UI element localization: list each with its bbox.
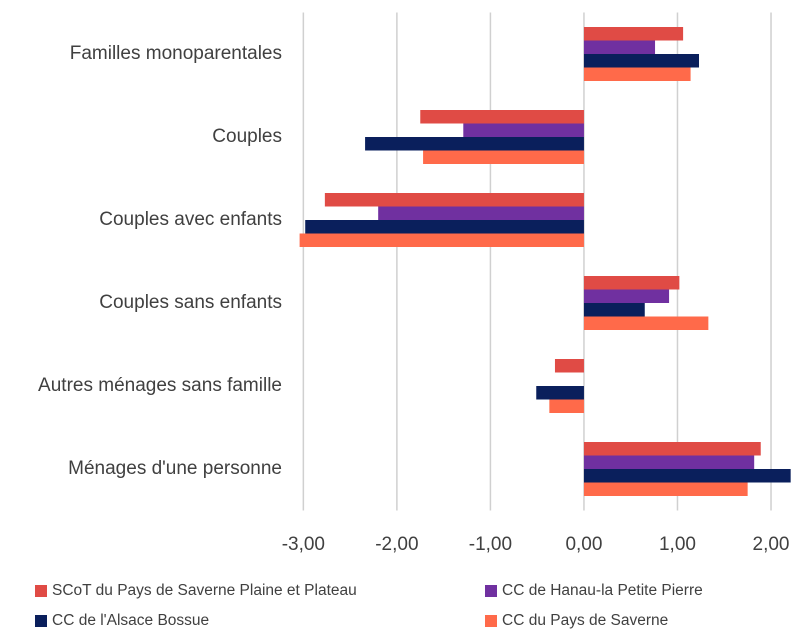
y-tick-label: Ménages d'une personne <box>68 458 282 479</box>
legend-label: CC du Pays de Saverne <box>502 612 668 629</box>
bar <box>463 123 584 137</box>
bar <box>583 316 709 330</box>
bar <box>305 220 584 234</box>
x-tick-label: -3,00 <box>282 534 325 555</box>
x-tick-label: 1,00 <box>659 534 696 555</box>
x-tick-label: 0,00 <box>565 534 602 555</box>
bar <box>583 27 684 41</box>
bar <box>583 442 761 456</box>
bar <box>583 67 691 81</box>
x-tick-label: -1,00 <box>469 534 512 555</box>
bar <box>536 386 584 400</box>
bar <box>378 206 584 220</box>
legend-swatch <box>35 615 47 627</box>
y-tick-label: Couples <box>212 126 282 147</box>
x-tick-label: 2,00 <box>753 534 790 555</box>
bar <box>583 455 755 469</box>
bar <box>583 54 700 68</box>
bar <box>549 399 584 413</box>
bar <box>324 193 584 207</box>
y-tick-label: Familles monoparentales <box>70 43 282 64</box>
y-tick-label: Couples avec enfants <box>99 209 282 230</box>
legend-label: CC de l'Alsace Bossue <box>52 612 209 629</box>
legend-swatch <box>485 615 497 627</box>
bar <box>299 233 584 247</box>
bar <box>583 482 748 496</box>
legend-swatch <box>485 585 497 597</box>
legend-label: SCoT du Pays de Saverne Plaine et Platea… <box>52 582 357 599</box>
bar <box>583 469 791 483</box>
bar <box>583 276 680 290</box>
y-tick-label: Autres ménages sans famille <box>38 375 282 396</box>
bar <box>423 150 584 164</box>
bar <box>583 289 670 303</box>
x-tick-label: -2,00 <box>375 534 418 555</box>
bar <box>420 110 584 124</box>
legend-label: CC de Hanau-la Petite Pierre <box>502 582 703 599</box>
bar <box>365 137 584 151</box>
bar <box>583 40 656 54</box>
bar <box>583 303 645 317</box>
legend-swatch <box>35 585 47 597</box>
bar <box>554 359 584 373</box>
y-tick-label: Couples sans enfants <box>99 292 282 313</box>
